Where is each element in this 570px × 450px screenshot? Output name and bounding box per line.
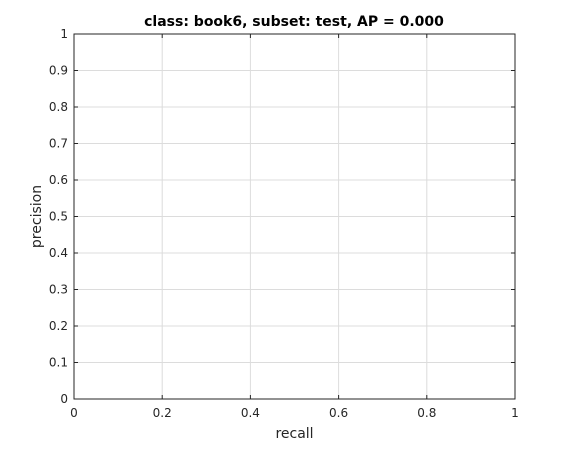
y-tick-label: 0 <box>60 392 68 406</box>
x-tick-label: 1 <box>511 406 519 420</box>
grid-lines <box>74 34 515 399</box>
x-tick-label: 0.4 <box>241 406 260 420</box>
x-tick-label: 0.8 <box>417 406 436 420</box>
y-tick-label: 0.7 <box>49 137 68 151</box>
axis-ticks <box>73 33 516 400</box>
y-tick-label: 0.1 <box>49 356 68 370</box>
y-tick-label: 0.6 <box>49 173 68 187</box>
y-tick-label: 0.5 <box>49 210 68 224</box>
x-tick-label: 0.2 <box>153 406 172 420</box>
y-axis-label: precision <box>29 185 45 248</box>
x-axis-tick-labels: 0 0.2 0.4 0.6 0.8 1 <box>70 406 519 420</box>
x-tick-label: 0 <box>70 406 78 420</box>
x-tick-label: 0.6 <box>329 406 348 420</box>
y-tick-label: 0.9 <box>49 64 68 78</box>
y-axis-tick-labels: 0 0.1 0.2 0.3 0.4 0.5 0.6 0.7 0.8 0.9 1 <box>49 27 68 406</box>
x-axis-label: recall <box>275 426 313 442</box>
y-tick-label: 1 <box>60 27 68 41</box>
y-tick-label: 0.4 <box>49 246 68 260</box>
y-tick-label: 0.8 <box>49 100 68 114</box>
chart-title: class: book6, subset: test, AP = 0.000 <box>144 14 444 30</box>
y-tick-label: 0.3 <box>49 283 68 297</box>
y-tick-label: 0.2 <box>49 319 68 333</box>
